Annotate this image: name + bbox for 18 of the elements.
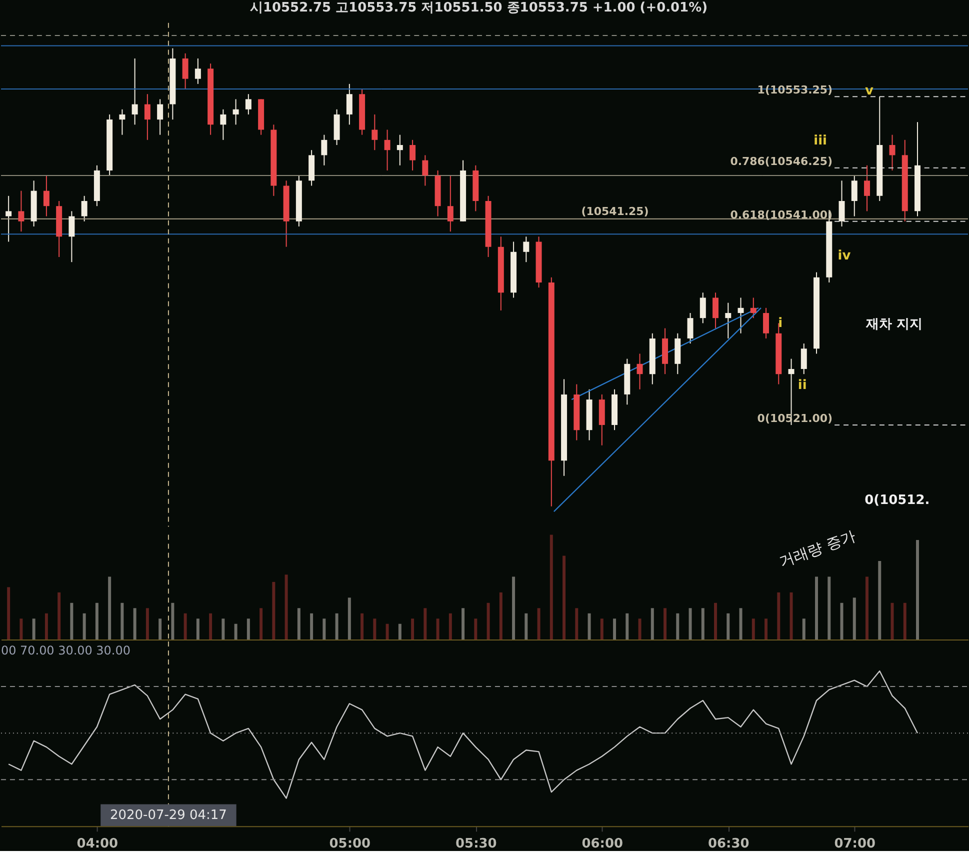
x-tick-label: 04:00	[76, 836, 118, 852]
x-tick-label: 06:30	[708, 836, 750, 852]
text: 00 70.00 30.00 30.00	[1, 644, 130, 658]
ref-line-label: 2020-07-29 04:17	[110, 808, 227, 824]
x-tick-label: 05:30	[456, 836, 497, 852]
annotation: 재차 지지	[864, 317, 922, 332]
x-tick-label: 06:00	[582, 836, 624, 852]
chart-title: 시10552.75 고10553.75 저10551.50 종10553.75 +1.00 (+0.01%)	[250, 0, 708, 16]
ref-line-label: 0.786(10546.25)	[730, 154, 833, 168]
annotation: 0(10512.	[864, 492, 930, 508]
ref-line-label: (10541.25)	[581, 204, 649, 218]
annotation: iii	[814, 134, 827, 149]
annotation: i	[778, 316, 783, 332]
annotation: 거래량 증가	[776, 526, 858, 571]
x-tick-label: 05:00	[329, 836, 371, 852]
annotation: ii	[798, 378, 807, 394]
x-tick-label: 07:00	[834, 836, 876, 852]
annotation: iv	[838, 248, 852, 264]
